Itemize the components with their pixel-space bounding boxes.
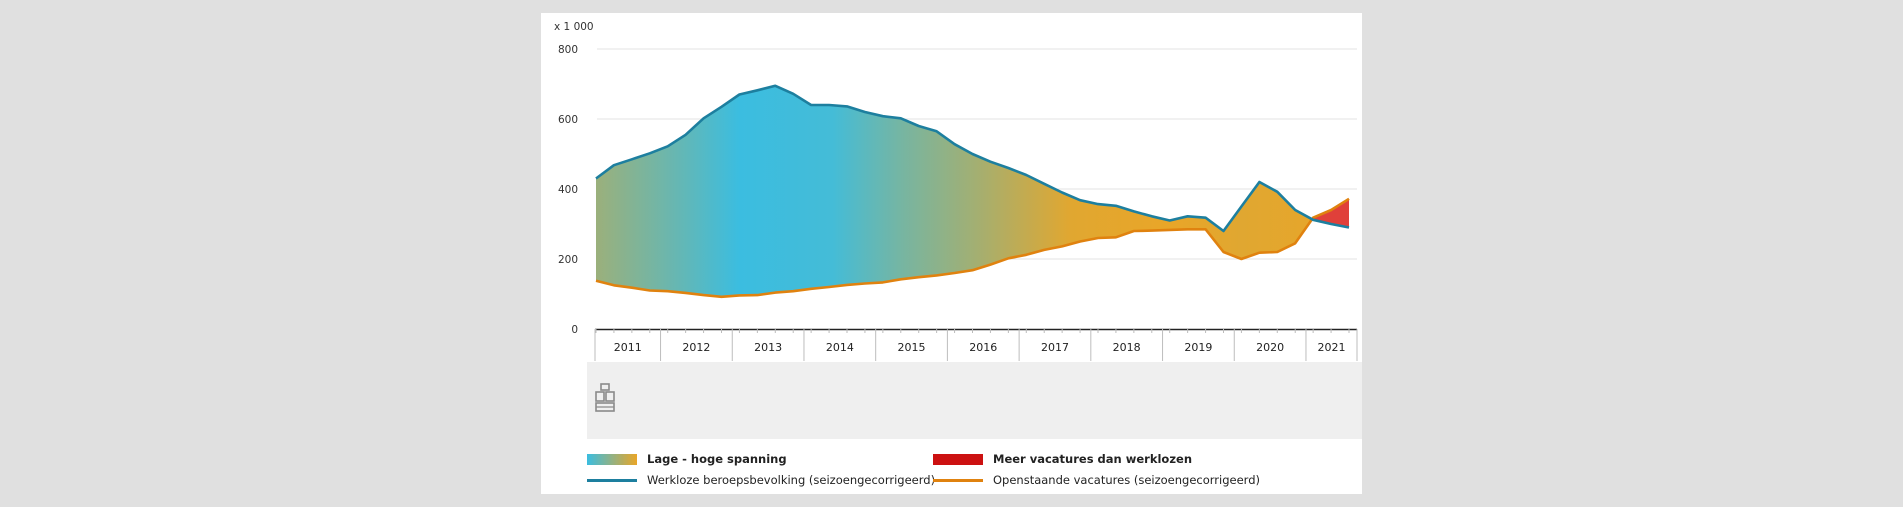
y-tick-label: 800 (558, 44, 578, 56)
x-tick-label: 2015 (898, 341, 926, 354)
area-fills (596, 85, 1349, 297)
y-tick-label: 200 (558, 254, 578, 266)
x-tick-label: 2014 (826, 341, 854, 354)
series-lines (595, 84, 1350, 299)
cbs-logo-icon (595, 383, 615, 412)
tension-area (596, 85, 1313, 297)
x-tick-label: 2018 (1113, 341, 1141, 354)
legend-label: Werkloze beroepsbevolking (seizoengecorr… (647, 473, 936, 487)
source-logo-band (587, 362, 1362, 439)
y-tick-label: 600 (558, 114, 578, 126)
x-tick-label: 2012 (682, 341, 710, 354)
legend-label: Meer vacatures dan werklozen (993, 452, 1193, 466)
x-tick-label: 2011 (614, 341, 642, 354)
x-tick-label: 2021 (1317, 341, 1345, 354)
unit-label: x 1 000 (554, 21, 594, 33)
unemployed-line (595, 84, 1350, 233)
legend-swatch-unemployed-line (587, 479, 637, 482)
legend-swatch-vacancies-line (933, 479, 983, 482)
legend-label: Openstaande vacatures (seizoengecorrigee… (993, 473, 1260, 487)
y-tick-label: 400 (558, 184, 578, 196)
x-tick-label: 2017 (1041, 341, 1069, 354)
chart-card: x 1 000 0 200 400 600 800 2011 2012 2013 2014 20… (541, 13, 1362, 494)
x-axis: 2011 2012 2013 2014 2015 2016 2017 2018 2019 2020… (594, 328, 1358, 361)
legend-swatch-red (933, 454, 983, 465)
x-tick-label: 2020 (1256, 341, 1284, 354)
x-tick-label: 2016 (969, 341, 997, 354)
legend-label: Lage - hoge spanning (647, 452, 787, 466)
legend-swatch-gradient (587, 454, 637, 465)
y-axis: 0 200 400 600 800 (558, 44, 578, 336)
x-tick-label: 2019 (1184, 341, 1212, 354)
y-tick-label: 0 (571, 324, 578, 336)
x-tick-label: 2013 (754, 341, 782, 354)
vacancies-line (595, 197, 1350, 299)
